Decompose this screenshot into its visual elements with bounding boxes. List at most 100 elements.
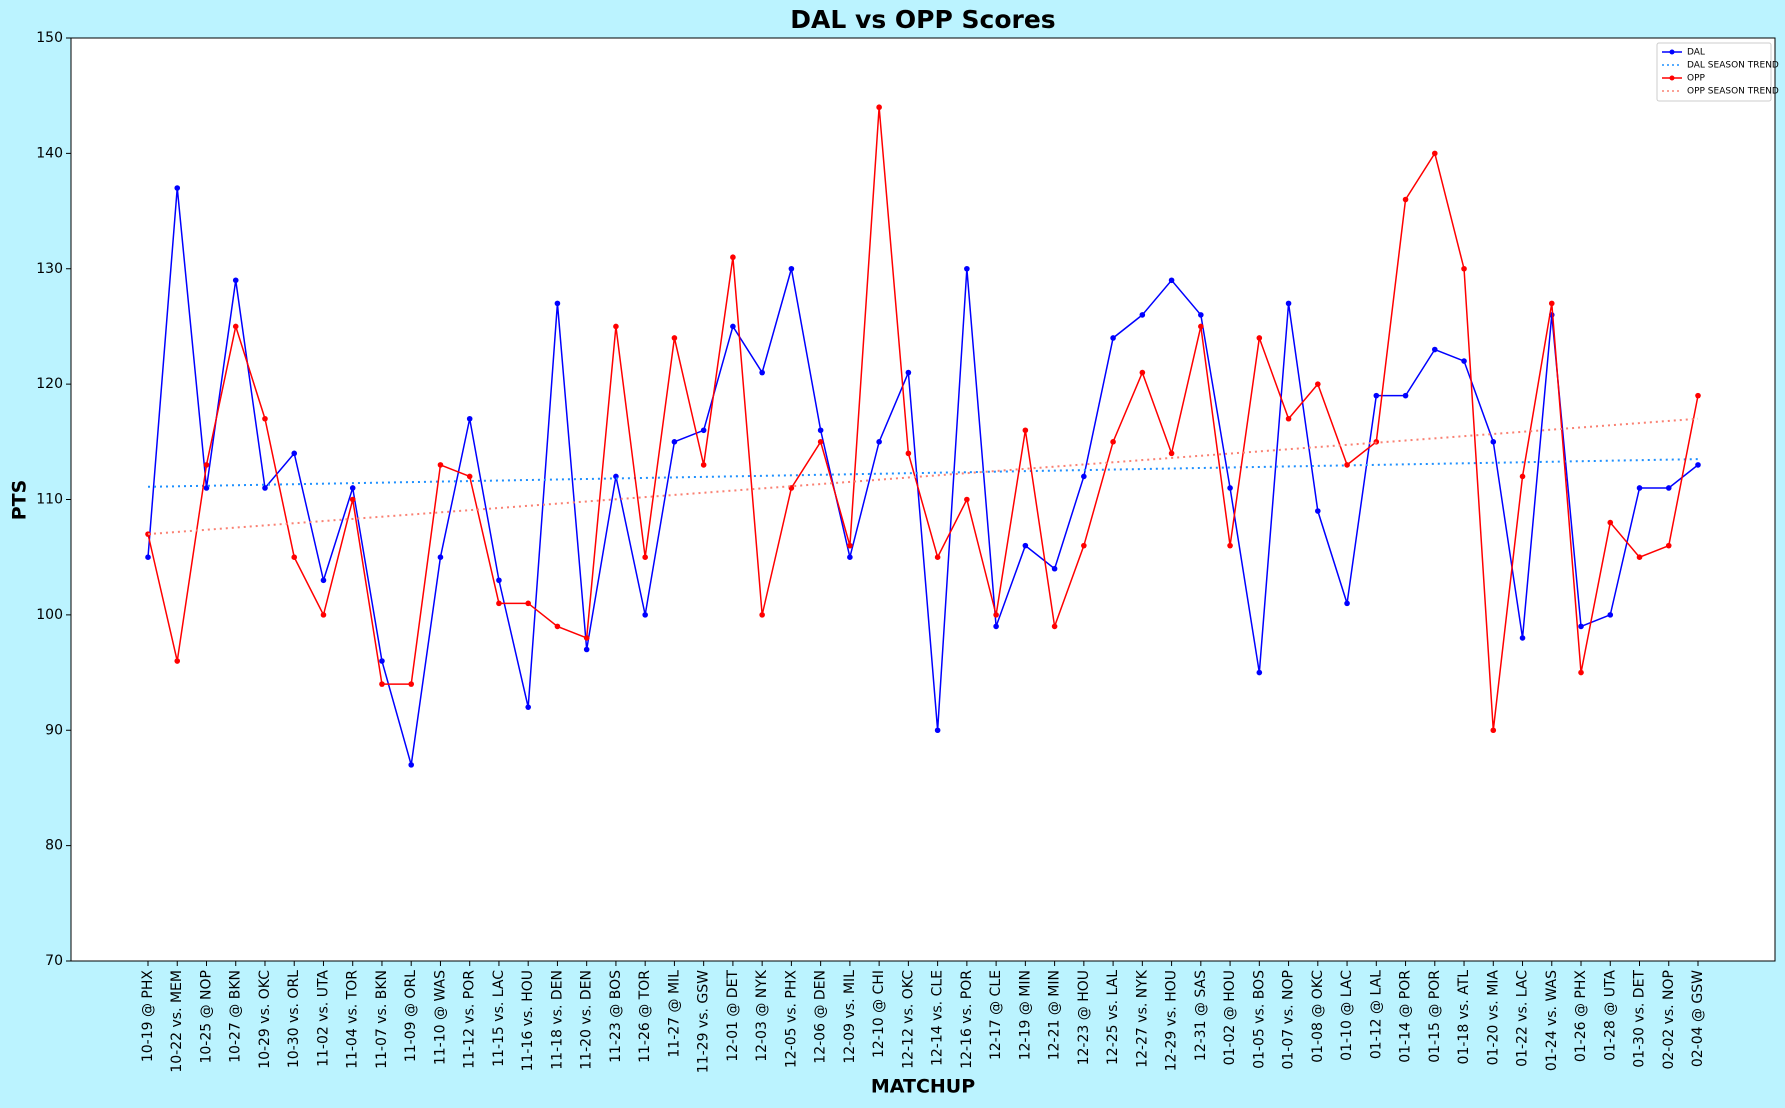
point <box>1548 300 1555 307</box>
x-tick-label: 12-09 vs. MIL <box>842 970 858 1064</box>
point <box>1431 150 1438 157</box>
point <box>1227 485 1233 491</box>
point <box>379 658 385 664</box>
point <box>1227 542 1233 549</box>
point <box>349 496 356 503</box>
point <box>1665 485 1672 491</box>
x-tick-label: 11-26 @ TOR <box>637 970 653 1063</box>
x-tick-label: 12-17 @ CLE <box>988 970 1004 1060</box>
x-tick-label: 01-15 @ POR <box>1427 970 1443 1063</box>
x-tick-label: 02-04 @ GSW <box>1690 970 1706 1067</box>
point <box>1519 473 1526 480</box>
point <box>232 323 239 330</box>
x-tick-label: 12-21 @ MIN <box>1047 970 1063 1060</box>
point <box>145 554 151 560</box>
point <box>759 612 765 618</box>
x-tick-label: 01-28 @ UTA <box>1602 970 1618 1061</box>
x-tick-label: 01-22 vs. LAC <box>1515 970 1531 1067</box>
point <box>1402 196 1409 203</box>
x-tick-label: 01-24 vs. WAS <box>1544 970 1560 1071</box>
point <box>1519 635 1526 641</box>
point <box>583 635 590 641</box>
x-axis-label: MATCHUP <box>871 1076 975 1098</box>
point <box>671 335 678 341</box>
y-tick-label: 150 <box>36 30 63 46</box>
legend-label: OPP SEASON TREND <box>1687 87 1779 97</box>
point <box>642 554 648 560</box>
point <box>876 439 882 445</box>
point <box>554 623 561 630</box>
point <box>700 427 707 434</box>
x-tick-label: 11-18 vs. DEN <box>549 970 565 1070</box>
point <box>408 762 415 768</box>
point <box>1315 381 1321 387</box>
point <box>730 323 736 330</box>
point <box>1461 358 1467 364</box>
point <box>291 450 298 457</box>
x-tick-label: 01-08 @ OKC <box>1310 970 1326 1063</box>
x-tick-label: 12-05 vs. PHX <box>783 970 799 1069</box>
point <box>847 554 853 560</box>
point <box>1607 612 1614 618</box>
y-tick-label: 120 <box>36 376 63 392</box>
x-tick-label: 10-29 vs. OKC <box>257 970 273 1069</box>
x-tick-label: 01-14 @ POR <box>1398 970 1414 1063</box>
x-tick-label: 12-29 vs. HOU <box>1164 970 1180 1071</box>
x-tick-label: 01-10 @ LAC <box>1339 970 1355 1061</box>
point <box>1256 669 1263 676</box>
point <box>1110 335 1116 341</box>
x-tick-label: 11-09 @ ORL <box>403 970 419 1062</box>
point <box>496 600 502 607</box>
x-tick-label: 12-23 @ HOU <box>1076 970 1092 1065</box>
point <box>817 439 824 445</box>
series-line <box>147 107 1699 731</box>
x-tick-label: 11-12 vs. POR <box>462 970 478 1069</box>
point <box>174 658 181 664</box>
x-tick-label: 12-10 @ CHI <box>871 970 887 1058</box>
series-line <box>147 187 1699 766</box>
point <box>232 277 239 284</box>
point <box>525 600 531 607</box>
point <box>1665 542 1672 549</box>
point <box>1373 392 1380 399</box>
point <box>262 415 268 422</box>
point <box>1110 439 1116 445</box>
y-tick-label: 110 <box>36 492 63 508</box>
x-tick-label: 11-10 @ WAS <box>432 970 448 1065</box>
x-tick-label: 12-03 @ NYK <box>754 969 770 1062</box>
x-tick-label: 10-25 @ NOP <box>198 970 214 1064</box>
x-tick-label: 01-07 vs. NOP <box>1281 970 1297 1070</box>
legend-label: DAL <box>1687 48 1705 58</box>
x-tick-label: 11-29 vs. GSW <box>696 970 712 1073</box>
point <box>964 496 970 503</box>
y-tick-label: 70 <box>45 953 63 969</box>
legend-label: OPP <box>1687 74 1706 84</box>
point <box>1139 312 1146 318</box>
point <box>613 323 619 330</box>
point <box>1344 600 1350 607</box>
x-tick-label: 12-19 @ MIN <box>1017 970 1033 1060</box>
x-tick-label: 11-07 vs. BKN <box>374 970 390 1069</box>
point <box>993 623 999 630</box>
y-tick-label: 130 <box>36 261 63 277</box>
point <box>1695 462 1701 468</box>
y-tick-label: 90 <box>45 722 63 738</box>
point <box>203 485 210 491</box>
point <box>1578 669 1584 676</box>
point <box>1051 565 1058 572</box>
point <box>291 554 298 560</box>
point <box>642 612 648 618</box>
point <box>1490 727 1497 734</box>
point <box>1695 392 1701 399</box>
point <box>1051 623 1058 630</box>
x-tick-label: 01-20 vs. MIA <box>1485 970 1501 1066</box>
x-tick-label: 01-26 @ PHX <box>1573 970 1589 1063</box>
legend-marker <box>1669 49 1675 55</box>
point <box>817 427 824 434</box>
point <box>847 542 853 549</box>
point <box>1315 508 1321 514</box>
y-tick-label: 140 <box>36 145 63 161</box>
point <box>437 554 444 560</box>
point <box>174 185 181 191</box>
